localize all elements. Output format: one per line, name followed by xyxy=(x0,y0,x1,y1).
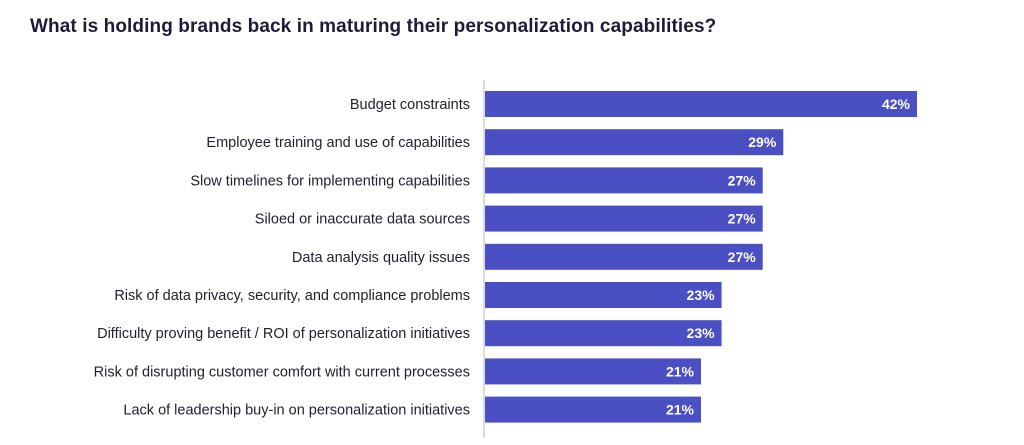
value-label: 27% xyxy=(728,172,757,188)
category-label: Lack of leadership buy-in on personaliza… xyxy=(123,403,470,419)
value-label: 27% xyxy=(728,249,757,265)
category-label: Budget constraints xyxy=(350,97,470,113)
chart-title: What is holding brands back in maturing … xyxy=(30,16,717,37)
category-label: Data analysis quality issues xyxy=(292,250,470,266)
value-label: 27% xyxy=(728,211,757,227)
bar xyxy=(485,205,763,232)
category-label: Risk of disrupting customer comfort with… xyxy=(94,364,470,380)
value-label: 21% xyxy=(666,402,695,418)
bar xyxy=(485,396,701,423)
category-label: Employee training and use of capabilitie… xyxy=(206,135,470,151)
bar xyxy=(485,358,701,385)
value-label: 21% xyxy=(666,363,695,379)
bar xyxy=(485,282,722,308)
bar xyxy=(485,129,784,156)
bar xyxy=(485,91,917,117)
bar xyxy=(485,167,763,194)
bar xyxy=(485,243,763,270)
value-label: 23% xyxy=(687,325,716,341)
category-label: Slow timelines for implementing capabili… xyxy=(190,173,470,189)
value-label: 23% xyxy=(687,287,716,303)
category-label: Risk of data privacy, security, and comp… xyxy=(114,288,470,304)
category-label: Difficulty proving benefit / ROI of pers… xyxy=(97,326,470,342)
category-label: Siloed or inaccurate data sources xyxy=(255,212,470,228)
value-label: 29% xyxy=(748,134,777,150)
bar xyxy=(485,320,722,347)
value-label: 42% xyxy=(882,96,911,112)
